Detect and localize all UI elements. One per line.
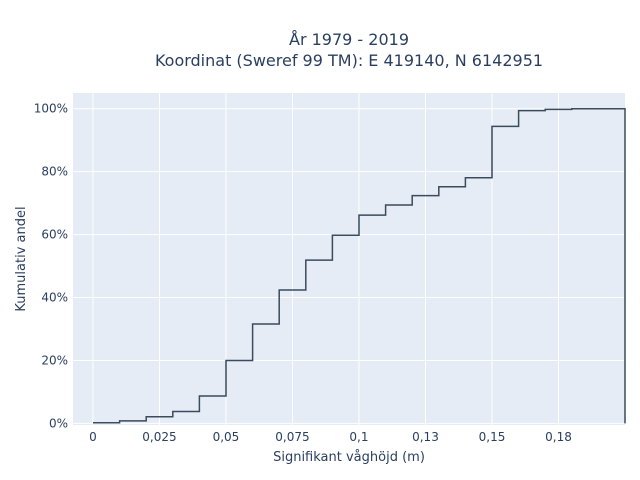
y-tick-label: 100% <box>34 102 68 116</box>
x-tick-label: 0,18 <box>545 430 572 444</box>
x-tick-label: 0,15 <box>479 430 506 444</box>
x-tick-label: 0 <box>89 430 97 444</box>
y-tick-label: 80% <box>41 165 68 179</box>
y-axis-title: Kumulativ andel <box>14 206 29 311</box>
y-tick-label: 20% <box>41 353 68 367</box>
chart-title: År 1979 - 2019 <box>289 30 409 49</box>
x-tick-label: 0,075 <box>275 430 309 444</box>
series-step-line <box>93 107 626 424</box>
chart-subtitle: Koordinat (Sweref 99 TM): E 419140, N 61… <box>155 51 543 70</box>
x-tick-label: 0,025 <box>142 430 176 444</box>
x-tick-label: 0,05 <box>213 430 240 444</box>
x-axis-title: Signifikant våghöjd (m) <box>273 450 425 465</box>
x-tick-label: 0,13 <box>412 430 439 444</box>
y-tick-label: 0% <box>49 416 68 430</box>
plot-area <box>73 93 625 425</box>
grid <box>73 93 625 425</box>
series-layer <box>93 107 626 424</box>
tick-labels: 0 0,025 0,05 0,075 0,1 0,13 0,15 0,18 0% 20% 40% 60… <box>34 102 572 444</box>
x-tick-label: 0,1 <box>349 430 368 444</box>
y-tick-label: 60% <box>41 228 68 242</box>
y-tick-label: 40% <box>41 291 68 305</box>
